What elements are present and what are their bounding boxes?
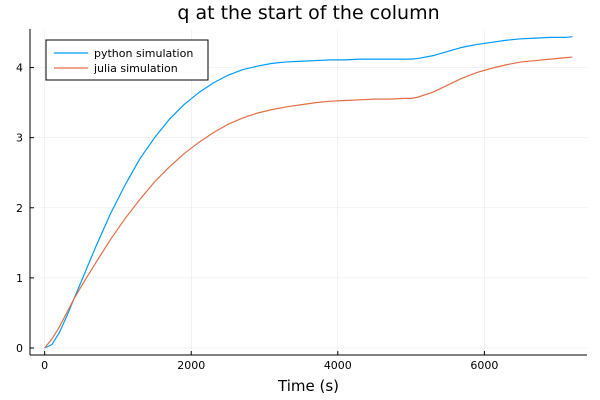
- y-tick-label: 1: [16, 272, 23, 285]
- axes: [29, 29, 587, 356]
- x-tick-label: 4000: [324, 359, 352, 372]
- legend-box: [45, 39, 209, 81]
- x-axis-label: Time (s): [277, 377, 339, 395]
- chart-title: q at the start of the column: [177, 2, 439, 24]
- legend-label-1: julia simulation: [93, 62, 178, 75]
- legend-label-0: python simulation: [94, 47, 193, 60]
- legend: python simulation julia simulation: [45, 39, 209, 81]
- x-tick-label: 6000: [470, 359, 498, 372]
- y-tick-label: 0: [16, 342, 23, 355]
- y-tick-label: 2: [16, 202, 23, 215]
- series-line-0: [44, 36, 573, 349]
- x-tick-label: 0: [41, 359, 48, 372]
- y-tick-label: 3: [16, 132, 23, 145]
- y-tick-label: 4: [16, 62, 23, 75]
- tick-labels: 0 2000 4000 6000 0 1 2 3 4: [16, 62, 498, 372]
- series-lines: [44, 36, 573, 349]
- series-line-1: [44, 56, 573, 349]
- x-tick-label: 2000: [177, 359, 205, 372]
